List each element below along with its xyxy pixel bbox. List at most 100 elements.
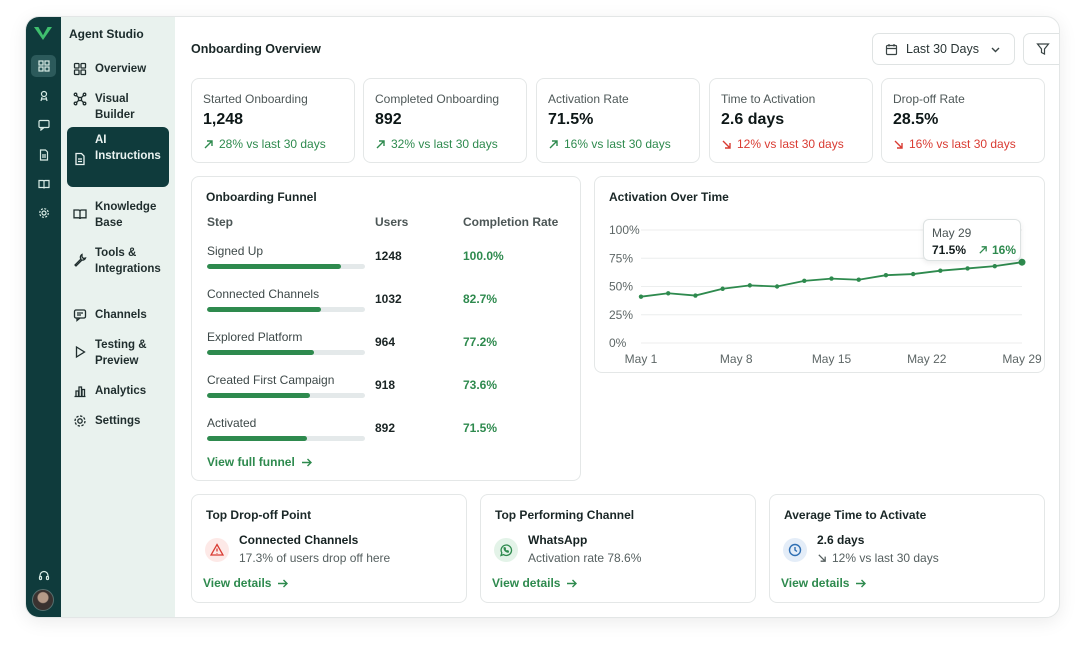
- sidebar-item-label: Settings: [95, 415, 141, 427]
- kpi-card-drop-off-rate: Drop-off Rate 28.5% 16% vs last 30 days: [881, 78, 1045, 163]
- arrow-up-right-icon: [204, 139, 213, 148]
- funnel-users: 1032: [375, 292, 402, 306]
- data-point[interactable]: [938, 268, 943, 273]
- warning-icon: [205, 538, 229, 562]
- tooltip-change-text: 16%: [992, 243, 1017, 257]
- funnel-step: Created First Campaign: [207, 373, 335, 387]
- kpi-change-text: 28% vs last 30 days: [219, 137, 326, 151]
- chart-tooltip: May 29 71.5% 16%: [923, 219, 1021, 261]
- view-full-funnel-link[interactable]: View full funnel: [207, 455, 312, 469]
- kpi-label: Started Onboarding: [203, 92, 308, 106]
- date-range-dropdown[interactable]: Last 30 Days: [872, 33, 1015, 65]
- link-label: View details: [781, 576, 850, 590]
- onboarding-funnel-card: Onboarding Funnel Step Users Completion …: [191, 176, 581, 481]
- rail-support-button[interactable]: [31, 565, 56, 587]
- funnel-row: Activated 892 71.5%: [192, 416, 580, 458]
- sidebar-item-testing-preview[interactable]: Testing & Preview: [67, 332, 169, 374]
- kpi-change: 16% vs last 30 days: [548, 137, 671, 151]
- funnel-bar-track: [207, 307, 365, 312]
- rail-book-button[interactable]: [31, 173, 56, 195]
- tooltip-value: 71.5%: [932, 243, 967, 257]
- rail-chat-button[interactable]: [31, 114, 56, 136]
- data-point[interactable]: [802, 278, 807, 284]
- data-point[interactable]: [992, 263, 997, 269]
- document-icon: [75, 152, 85, 166]
- data-point[interactable]: [883, 273, 889, 278]
- sidebar-item-label: Testing & Preview: [95, 339, 147, 367]
- filter-button[interactable]: [1023, 33, 1059, 65]
- sidebar-item-label: Knowledge Base: [95, 201, 157, 229]
- sidebar-item-label: Overview: [95, 63, 147, 75]
- grid-icon: [37, 60, 50, 72]
- rail-overview-button[interactable]: [31, 55, 56, 77]
- card-title: Average Time to Activate: [784, 508, 927, 522]
- card-heading: WhatsApp: [528, 533, 588, 547]
- kpi-label: Completed Onboarding: [375, 92, 500, 106]
- kpi-value: 2.6 days: [721, 111, 785, 128]
- sidebar-item-label: Tools & Integrations: [95, 247, 161, 275]
- workflow-icon: [39, 90, 48, 102]
- kpi-label: Drop-off Rate: [893, 92, 965, 106]
- rail-settings-button[interactable]: [31, 202, 56, 224]
- workflow-icon: [73, 92, 87, 106]
- user-avatar[interactable]: [32, 589, 54, 611]
- funnel-bar-track: [207, 436, 365, 441]
- funnel-header-step: Step: [207, 215, 234, 229]
- arrow-down-right-icon: [722, 140, 731, 149]
- funnel-row: Explored Platform 964 77.2%: [192, 330, 580, 372]
- funnel-header-rate: Completion Rate: [463, 215, 559, 229]
- card-heading: Connected Channels: [239, 533, 359, 547]
- y-tick-label: 25%: [609, 308, 633, 322]
- link-label: View details: [492, 576, 561, 590]
- book-icon: [73, 209, 87, 220]
- main-content: Onboarding Overview Last 30 Days Started…: [175, 17, 1059, 617]
- sidebar-item-tools-integrations[interactable]: Tools & Integrations: [67, 240, 169, 282]
- kpi-change-text: 32% vs last 30 days: [391, 137, 498, 151]
- data-point[interactable]: [910, 271, 916, 277]
- link-label: View details: [203, 576, 272, 590]
- x-tick-label: May 29: [1002, 352, 1042, 366]
- data-point[interactable]: [829, 276, 834, 281]
- data-point[interactable]: [666, 291, 671, 296]
- card-title: Onboarding Funnel: [206, 190, 317, 204]
- arrow-right-icon: [567, 579, 578, 587]
- card-subtext: 17.3% of users drop off here: [239, 551, 390, 565]
- card-subtext-label: Activation rate 78.6%: [528, 551, 642, 565]
- sidebar-item-settings[interactable]: Settings: [67, 408, 169, 434]
- kpi-change-text: 12% vs last 30 days: [737, 137, 844, 151]
- grid-icon: [73, 62, 87, 76]
- arrow-up-right-icon: [979, 246, 987, 254]
- wrench-icon: [74, 253, 87, 267]
- sidebar-item-knowledge-base[interactable]: Knowledge Base: [67, 194, 169, 236]
- data-point[interactable]: [638, 294, 644, 299]
- sidebar-item-visual-builder[interactable]: Visual Builder: [67, 86, 169, 128]
- view-details-link[interactable]: View details: [492, 576, 578, 590]
- sidebar-item-overview[interactable]: Overview: [67, 56, 169, 82]
- chat-icon: [37, 119, 50, 131]
- sidebar-item-channels[interactable]: Channels: [67, 302, 169, 328]
- sidebar-item-ai-instructions[interactable]: AI Instructions: [67, 127, 169, 187]
- funnel-bar-fill: [207, 307, 321, 312]
- x-tick-label: May 8: [720, 352, 753, 366]
- clock-icon: [783, 538, 807, 562]
- headset-icon: [38, 570, 49, 581]
- data-point[interactable]: [747, 283, 753, 288]
- funnel-bar-track: [207, 264, 365, 269]
- data-point[interactable]: [693, 293, 698, 298]
- data-point[interactable]: [774, 284, 780, 289]
- view-details-link[interactable]: View details: [781, 576, 867, 590]
- play-icon: [75, 345, 86, 359]
- rail-builder-button[interactable]: [31, 85, 56, 107]
- data-point[interactable]: [720, 286, 725, 291]
- data-point[interactable]: [856, 277, 861, 282]
- document-icon: [39, 149, 48, 161]
- kpi-card-started: Started Onboarding 1,248 28% vs last 30 …: [191, 78, 355, 163]
- average-time-to-activate-card: Average Time to Activate 2.6 days 12% vs…: [769, 494, 1045, 603]
- whatsapp-icon: [494, 538, 518, 562]
- sidebar-item-analytics[interactable]: Analytics: [67, 378, 169, 404]
- view-details-link[interactable]: View details: [203, 576, 289, 590]
- data-point[interactable]: [965, 266, 970, 271]
- card-heading: 2.6 days: [817, 533, 865, 547]
- rail-document-button[interactable]: [31, 144, 56, 166]
- highlighted-point[interactable]: [1018, 258, 1026, 266]
